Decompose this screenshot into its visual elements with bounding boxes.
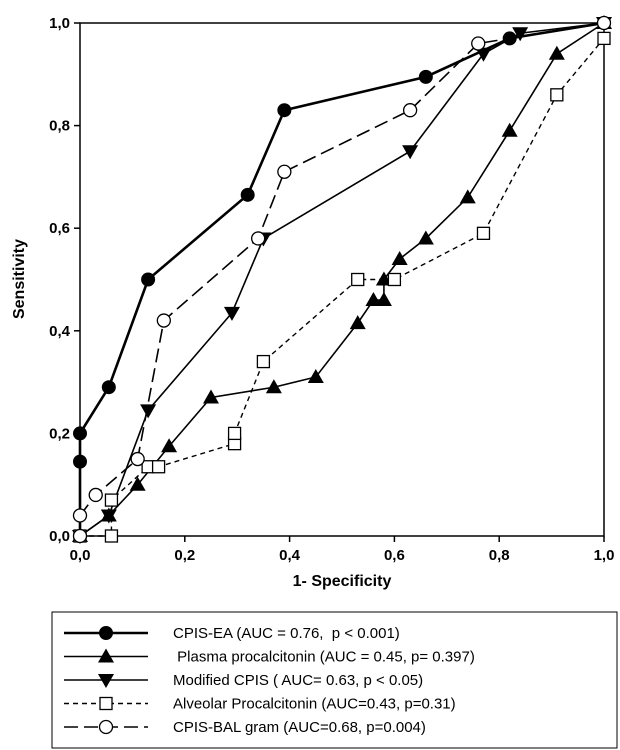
data-point (251, 231, 266, 246)
data-point (402, 145, 419, 160)
y-tick-label: 0,8 (49, 118, 70, 135)
x-tick-label: 0,6 (384, 547, 405, 564)
data-point (476, 226, 491, 240)
series-line (79, 22, 605, 536)
data-point (391, 250, 408, 265)
data-point (501, 122, 518, 137)
data-point (223, 306, 240, 321)
data-point (548, 45, 565, 60)
data-point (161, 438, 178, 453)
legend-label: Modified CPIS ( AUC= 0.63, p < 0.05) (173, 672, 423, 689)
data-point (203, 389, 219, 404)
series-line (79, 22, 605, 537)
x-tick-labels: 0,0 0,2 0,4 0,6 0,8 1,0 (70, 547, 615, 564)
series-4 (73, 31, 611, 543)
x-tick-label: 0,0 (70, 547, 91, 564)
series-5 (72, 15, 612, 544)
x-axis-title: 1- Specificity (293, 573, 392, 590)
data-point (550, 88, 564, 102)
data-point (277, 164, 292, 179)
data-point (73, 426, 87, 441)
data-point (365, 292, 382, 307)
data-point (72, 528, 88, 544)
legend-label: Plasma procalcitonin (AUC = 0.45, p= 0.3… (173, 649, 475, 666)
data-point (471, 36, 486, 51)
data-point (104, 529, 119, 543)
data-point (151, 460, 166, 474)
y-tick-label: 1,0 (49, 15, 70, 32)
legend-item: Plasma procalcitonin (AUC = 0.45, p= 0.3… (64, 648, 475, 666)
data-point (459, 189, 476, 204)
data-point (418, 69, 433, 84)
x-tick-label: 0,8 (489, 547, 510, 564)
y-tick-label: 0,6 (49, 220, 70, 237)
data-point (227, 426, 242, 441)
data-point (265, 379, 282, 394)
data-point (307, 368, 324, 383)
legend-marker (98, 674, 114, 688)
y-tick-label: 0,4 (49, 323, 71, 340)
legend-marker (98, 648, 114, 663)
data-point (596, 15, 612, 31)
data-point (240, 187, 255, 202)
data-point (387, 272, 402, 287)
legend-marker (99, 696, 113, 711)
x-tick-label: 0,4 (279, 547, 301, 564)
y-tick-labels: 0,0 0,2 0,4 0,6 0,8 1,0 (49, 15, 71, 545)
data-point (101, 380, 116, 395)
legend-label: CPIS-BAL gram (AUC=0.68, p=0.004) (173, 719, 426, 736)
data-point (475, 47, 492, 62)
data-point (402, 103, 418, 118)
data-point (277, 103, 292, 118)
data-point (100, 509, 117, 524)
plot-area-frame (79, 22, 605, 537)
legend-marker (99, 626, 113, 640)
data-point (104, 493, 119, 507)
data-point (140, 404, 157, 419)
data-point (156, 313, 171, 328)
y-axis-title: Sensitivity (11, 239, 28, 319)
legend-item: Modified CPIS ( AUC= 0.63, p < 0.05) (64, 672, 423, 689)
x-tick-label: 1,0 (594, 547, 615, 564)
data-point (349, 315, 366, 330)
data-point (351, 272, 365, 287)
legend-label: CPIS-EA (AUC = 0.76, p < 0.001) (173, 625, 400, 642)
series-line (78, 21, 605, 536)
y-tick-label: 0,0 (49, 528, 70, 545)
series-group (72, 15, 612, 544)
legend-item: Alveolar Procalcitonin (AUC=0.43, p=0.31… (64, 696, 456, 713)
legend: CPIS-EA (AUC = 0.76, p < 0.001) Plasma p… (64, 625, 475, 736)
data-point (256, 354, 271, 369)
legend-marker (98, 719, 114, 735)
legend-label: Alveolar Procalcitonin (AUC=0.43, p=0.31… (173, 696, 456, 713)
data-point (417, 230, 434, 245)
legend-item: CPIS-EA (AUC = 0.76, p < 0.001) (64, 625, 400, 642)
data-point (129, 476, 146, 491)
data-point (597, 31, 611, 46)
data-point (88, 487, 103, 503)
y-tick-label: 0,2 (49, 425, 70, 442)
data-point (73, 454, 87, 469)
data-point (141, 272, 156, 287)
x-tick-label: 0,2 (174, 547, 195, 564)
data-point (72, 508, 88, 523)
data-point (512, 27, 529, 42)
data-point (130, 451, 145, 467)
data-point (375, 292, 392, 307)
legend-item: CPIS-BAL gram (AUC=0.68, p=0.004) (64, 719, 426, 736)
